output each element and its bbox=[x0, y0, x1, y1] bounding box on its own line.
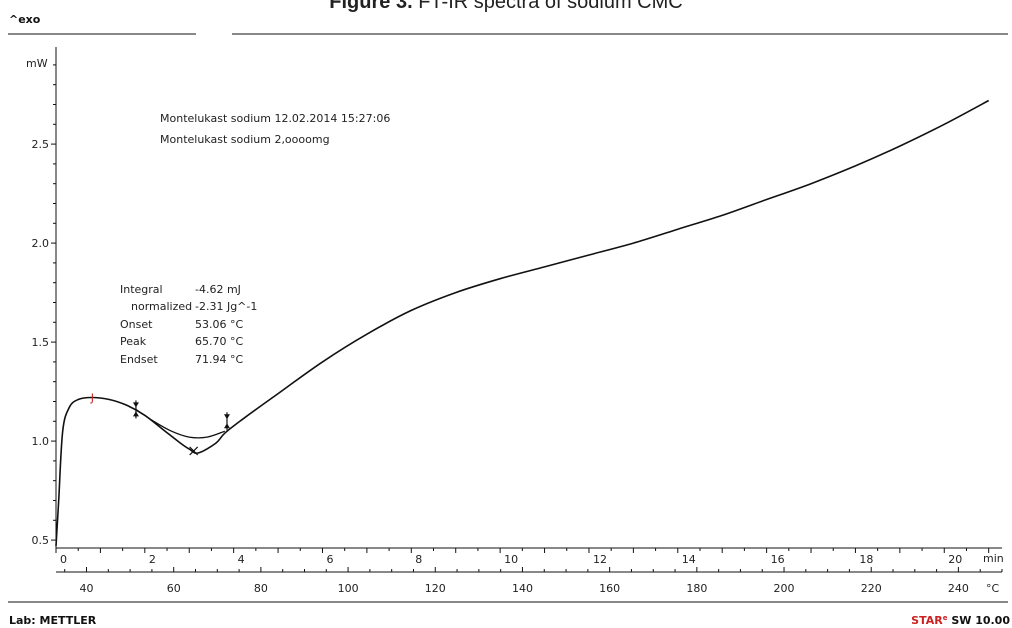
x-time-tick-label: 2 bbox=[149, 553, 156, 566]
footer-software: STARe SW 10.00 bbox=[911, 614, 1010, 627]
axes bbox=[55, 47, 1002, 573]
y-tick-label: 0.5 bbox=[32, 534, 50, 547]
x-temp-tick-label: 220 bbox=[861, 582, 882, 595]
x-temp-tick-label: 60 bbox=[167, 582, 181, 595]
x-time-tick-label: 18 bbox=[859, 553, 873, 566]
x-temp-tick-label: 160 bbox=[599, 582, 620, 595]
x-temp-tick-label: 100 bbox=[338, 582, 359, 595]
markers bbox=[132, 400, 230, 456]
result-label-peak: Peak bbox=[120, 335, 147, 348]
footer-version: SW 10.00 bbox=[947, 614, 1010, 627]
onset-marker-arrow-top bbox=[132, 402, 139, 408]
peak-marker-stroke-b bbox=[189, 446, 199, 456]
x-time-tick-label: 12 bbox=[593, 553, 607, 566]
onset-marker bbox=[132, 400, 139, 419]
result-value-normalized: -2.31 Jg^-1 bbox=[195, 300, 257, 313]
footer-star-mark: e bbox=[943, 614, 948, 622]
endset-marker-arrow-top bbox=[223, 414, 230, 420]
peak-marker bbox=[189, 446, 199, 456]
exo-label: ^exo bbox=[9, 13, 41, 26]
x-time-unit: min bbox=[983, 552, 1004, 565]
endset-marker-arrow-bottom bbox=[223, 423, 230, 429]
result-label-integral: Integral bbox=[120, 283, 163, 296]
footer-star: STAR bbox=[911, 614, 943, 627]
x-time-tick-label: 8 bbox=[415, 553, 422, 566]
figure-title-label: Figure 3. bbox=[329, 0, 413, 13]
x-ticks-time: 0 2 4 6 8 10 12 14 16 18 20 bbox=[55, 548, 990, 566]
result-value-integral: -4.62 mJ bbox=[195, 283, 241, 296]
result-label-normalized: normalized bbox=[131, 300, 192, 313]
x-time-tick-label: 20 bbox=[948, 553, 962, 566]
y-tick-label: 1.5 bbox=[32, 336, 50, 349]
x-temp-tick-label: 200 bbox=[774, 582, 795, 595]
y-tick-label: 2.5 bbox=[32, 138, 50, 151]
integration-baseline bbox=[135, 408, 226, 439]
x-ticks-temp: 40 60 80 100 120 140 160 180 200 220 240 bbox=[64, 567, 1003, 595]
x-time-tick-label: 10 bbox=[504, 553, 518, 566]
figure-title: Figure 3. FT-IR spectra of sodium CMC bbox=[0, 0, 1012, 14]
result-value-peak: 65.70 °C bbox=[195, 335, 243, 348]
bracket-marker: J bbox=[90, 392, 94, 405]
x-temp-tick-label: 240 bbox=[948, 582, 969, 595]
result-value-endset: 71.94 °C bbox=[195, 353, 243, 366]
x-time-tick-label: 6 bbox=[326, 553, 333, 566]
x-temp-tick-label: 80 bbox=[254, 582, 268, 595]
y-ticks: 0.5 1.0 1.5 2.0 2.5 bbox=[32, 64, 56, 547]
result-label-endset: Endset bbox=[120, 353, 158, 366]
result-value-onset: 53.06 °C bbox=[195, 318, 243, 331]
x-time-tick-label: 16 bbox=[771, 553, 785, 566]
y-tick-label: 1.0 bbox=[32, 435, 50, 448]
x-temp-unit: °C bbox=[986, 582, 1000, 595]
endset-marker bbox=[223, 412, 230, 431]
x-temp-tick-label: 120 bbox=[425, 582, 446, 595]
figure-title-text: FT-IR spectra of sodium CMC bbox=[418, 0, 683, 13]
x-temp-tick-label: 40 bbox=[80, 582, 94, 595]
sample-info-line-2: Montelukast sodium 2,oooomg bbox=[160, 133, 330, 146]
sample-info: Montelukast sodium 12.02.2014 15:27:06 M… bbox=[160, 112, 390, 146]
x-time-tick-label: 4 bbox=[238, 553, 245, 566]
footer-lab: Lab: METTLER bbox=[9, 614, 97, 627]
y-axis-label: mW bbox=[26, 57, 48, 70]
x-time-tick-label: 14 bbox=[682, 553, 696, 566]
x-temp-tick-label: 180 bbox=[686, 582, 707, 595]
frame bbox=[8, 33, 1008, 603]
y-tick-label: 2.0 bbox=[32, 237, 50, 250]
result-label-onset: Onset bbox=[120, 318, 153, 331]
x-temp-tick-label: 140 bbox=[512, 582, 533, 595]
series-line bbox=[55, 99, 990, 547]
results-table: Integral -4.62 mJ normalized -2.31 Jg^-1… bbox=[120, 283, 257, 366]
x-time-tick-label: 0 bbox=[60, 553, 67, 566]
sample-info-line-1: Montelukast sodium 12.02.2014 15:27:06 bbox=[160, 112, 390, 125]
onset-marker-arrow-bottom bbox=[132, 411, 139, 417]
